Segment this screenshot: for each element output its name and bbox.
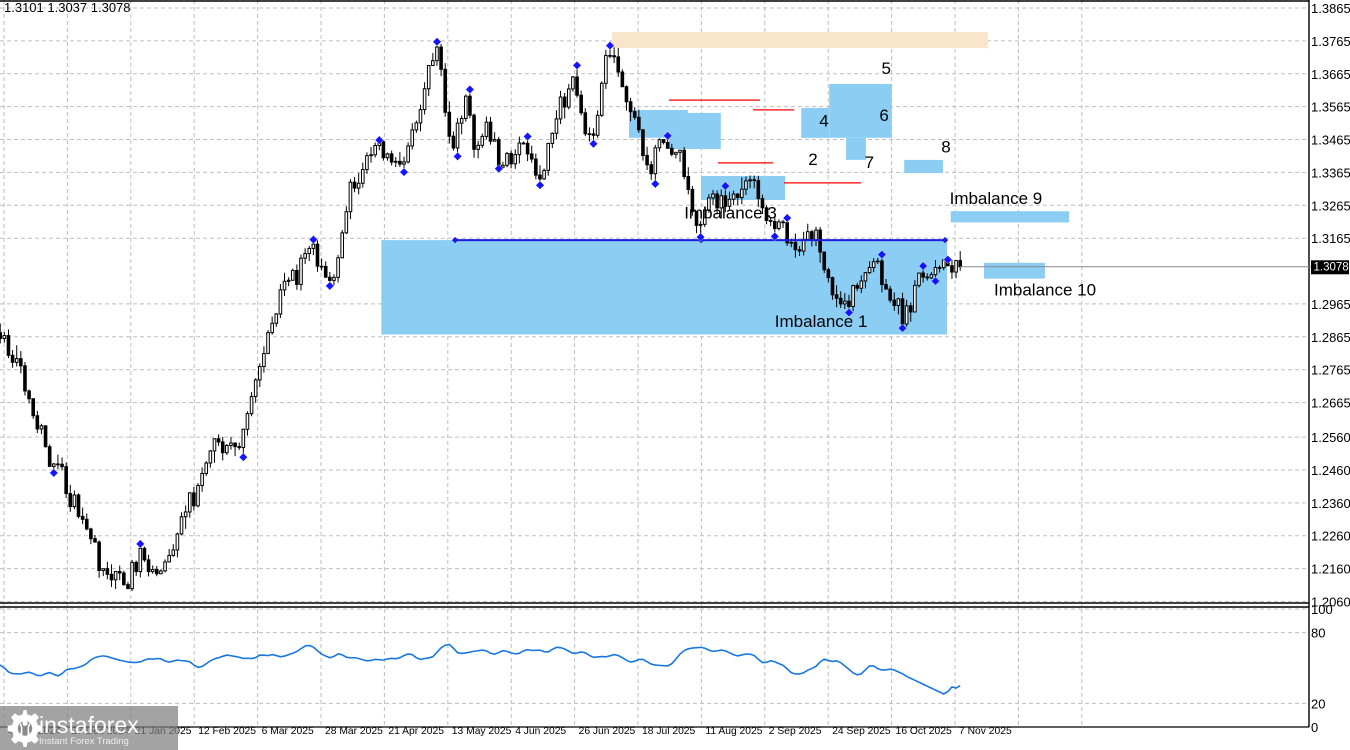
svg-text:1.2865: 1.2865 [1311,330,1350,345]
svg-text:1.2460: 1.2460 [1311,463,1350,478]
svg-text:1.2665: 1.2665 [1311,396,1350,411]
svg-text:4 Jun 2025: 4 Jun 2025 [515,726,566,737]
svg-text:8: 8 [941,137,950,156]
svg-text:26 Jun 2025: 26 Jun 2025 [579,726,636,737]
svg-text:24 Sep 2025: 24 Sep 2025 [832,726,891,737]
svg-text:1.2360: 1.2360 [1311,496,1350,511]
svg-text:6 Mar 2025: 6 Mar 2025 [262,726,314,737]
svg-text:6: 6 [879,106,888,125]
svg-text:18 Jul 2025: 18 Jul 2025 [642,726,696,737]
svg-text:Imbalance 3: Imbalance 3 [684,203,777,222]
svg-text:7: 7 [865,153,874,172]
svg-text:21 Apr 2025: 21 Apr 2025 [388,726,444,737]
svg-text:1.3101 1.3037 1.3078: 1.3101 1.3037 1.3078 [4,0,131,15]
svg-text:Imbalance 9: Imbalance 9 [950,189,1043,208]
svg-text:28 Mar 2025: 28 Mar 2025 [325,726,383,737]
svg-text:4: 4 [819,112,828,131]
svg-text:5: 5 [882,59,891,78]
svg-text:1.3865: 1.3865 [1311,1,1350,16]
svg-text:instaforex: instaforex [39,712,139,738]
svg-text:12 Feb 2025: 12 Feb 2025 [198,726,256,737]
svg-text:2 Sep 2025: 2 Sep 2025 [769,726,822,737]
svg-text:0: 0 [1311,720,1318,735]
svg-text:1.3265: 1.3265 [1311,198,1350,213]
svg-text:1.3765: 1.3765 [1311,34,1350,49]
svg-text:2: 2 [808,150,817,169]
svg-text:100: 100 [1311,602,1333,617]
svg-text:Instant Forex Trading: Instant Forex Trading [39,736,129,747]
svg-text:1.3465: 1.3465 [1311,133,1350,148]
svg-text:80: 80 [1311,626,1325,641]
svg-text:1.3078: 1.3078 [1314,262,1349,274]
svg-text:Imbalance 1: Imbalance 1 [775,312,868,331]
svg-text:13 May 2025: 13 May 2025 [452,726,512,737]
svg-text:1.2260: 1.2260 [1311,529,1350,544]
svg-text:1.3665: 1.3665 [1311,67,1350,82]
svg-text:20: 20 [1311,696,1325,711]
svg-text:7 Nov 2025: 7 Nov 2025 [959,726,1012,737]
svg-text:1.2160: 1.2160 [1311,562,1350,577]
svg-text:1.2560: 1.2560 [1311,430,1350,445]
svg-text:Imbalance 10: Imbalance 10 [994,280,1096,299]
svg-text:1.2765: 1.2765 [1311,363,1350,378]
svg-text:1.3165: 1.3165 [1311,231,1350,246]
svg-text:1.3365: 1.3365 [1311,165,1350,180]
svg-text:1.2965: 1.2965 [1311,297,1350,312]
svg-text:11 Aug 2025: 11 Aug 2025 [705,726,762,737]
svg-text:1.3565: 1.3565 [1311,100,1350,115]
svg-text:16 Oct 2025: 16 Oct 2025 [896,726,952,737]
